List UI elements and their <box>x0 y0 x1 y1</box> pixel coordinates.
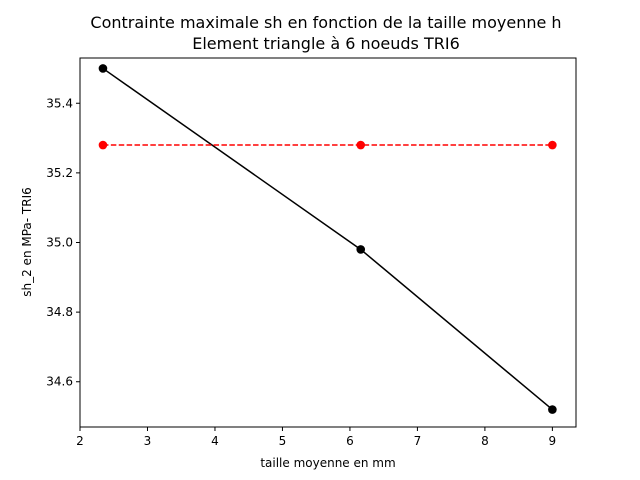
series-line <box>102 67 553 411</box>
y-tick-label: 34.8 <box>46 305 73 319</box>
data-point <box>356 140 366 150</box>
x-tick-label: 7 <box>414 434 422 448</box>
plot-series <box>98 64 557 414</box>
y-tick-label: 35.2 <box>46 166 73 180</box>
x-tick-label: 5 <box>279 434 287 448</box>
y-tick-label: 35.4 <box>46 96 73 110</box>
data-point <box>98 64 108 73</box>
series-0 <box>98 64 557 414</box>
series-1 <box>98 140 557 150</box>
x-tick-label: 9 <box>549 434 557 448</box>
x-tick-label: 3 <box>144 434 152 448</box>
y-tick-label: 35.0 <box>46 236 73 250</box>
y-tick-label: 34.6 <box>46 375 73 389</box>
x-axis-label: taille moyenne en mm <box>260 456 395 470</box>
y-axis-label: sh_2 en MPa- TRI6 <box>20 187 34 297</box>
data-point <box>548 140 557 150</box>
x-tick-label: 2 <box>76 434 84 448</box>
x-tick-label: 6 <box>346 434 354 448</box>
chart-title: Contrainte maximale sh en fonction de la… <box>90 13 561 32</box>
axis-ticks: 2 3 4 5 6 7 8 9 34.6 34.8 35.0 35.2 35.4 <box>46 96 556 448</box>
chart-subtitle: Element triangle à 6 noeuds TRI6 <box>192 34 460 53</box>
data-point <box>548 405 557 414</box>
data-point <box>356 245 366 254</box>
plot-frame <box>79 57 577 428</box>
x-tick-label: 8 <box>481 434 489 448</box>
x-tick-label: 4 <box>211 434 219 448</box>
data-point <box>98 140 108 150</box>
